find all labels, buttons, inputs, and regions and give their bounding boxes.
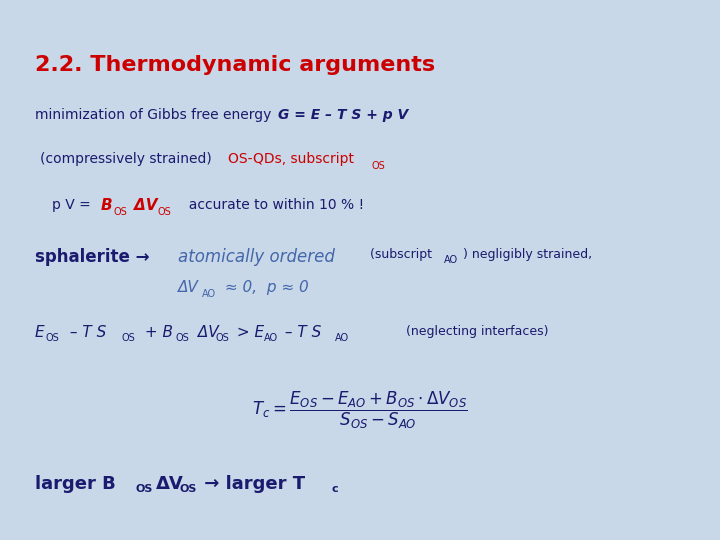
Text: + B: + B xyxy=(140,325,173,340)
Text: OS-QDs, subscript: OS-QDs, subscript xyxy=(228,152,354,166)
Text: ≈ 0,  p ≈ 0: ≈ 0, p ≈ 0 xyxy=(220,280,309,295)
Text: p V =: p V = xyxy=(52,198,95,212)
Text: sphalerite →: sphalerite → xyxy=(35,248,156,266)
Text: larger B: larger B xyxy=(35,475,116,493)
Text: AO: AO xyxy=(264,333,278,343)
Text: OS: OS xyxy=(158,207,172,217)
Text: OS: OS xyxy=(122,333,136,343)
Text: atomically ordered: atomically ordered xyxy=(178,248,335,266)
Text: OS: OS xyxy=(135,484,153,494)
Text: ΔV: ΔV xyxy=(134,198,158,213)
Text: (compressively strained): (compressively strained) xyxy=(40,152,216,166)
Text: OS: OS xyxy=(215,333,229,343)
Text: ΔV: ΔV xyxy=(193,325,219,340)
Text: ) negligibly strained,: ) negligibly strained, xyxy=(463,248,592,261)
Text: OS: OS xyxy=(372,161,386,171)
Text: OS: OS xyxy=(113,207,127,217)
Text: – T S: – T S xyxy=(65,325,107,340)
Text: B: B xyxy=(101,198,112,213)
Text: G = E – T S + p V: G = E – T S + p V xyxy=(278,108,408,122)
Text: (subscript: (subscript xyxy=(366,248,432,261)
Text: (neglecting interfaces): (neglecting interfaces) xyxy=(390,325,549,338)
Text: > E: > E xyxy=(232,325,264,340)
Text: → larger T: → larger T xyxy=(198,475,305,493)
Text: AO: AO xyxy=(202,289,216,299)
Text: ΔV: ΔV xyxy=(178,280,199,295)
Text: ΔV: ΔV xyxy=(156,475,184,493)
Text: $\mathit{T}_{\mathit{c}} = \dfrac{\mathit{E}_{OS} - \mathit{E}_{AO} + \mathit{B}: $\mathit{T}_{\mathit{c}} = \dfrac{\mathi… xyxy=(252,390,468,431)
Text: E: E xyxy=(35,325,45,340)
Text: c: c xyxy=(332,484,338,494)
Text: AO: AO xyxy=(335,333,349,343)
Text: OS: OS xyxy=(179,484,197,494)
Text: 2.2. Thermodynamic arguments: 2.2. Thermodynamic arguments xyxy=(35,55,435,75)
Text: minimization of Gibbs free energy: minimization of Gibbs free energy xyxy=(35,108,280,122)
Text: OS: OS xyxy=(175,333,189,343)
Text: accurate to within 10 % !: accurate to within 10 % ! xyxy=(180,198,364,212)
Text: AO: AO xyxy=(444,255,458,265)
Text: – T S: – T S xyxy=(280,325,321,340)
Text: OS: OS xyxy=(46,333,60,343)
